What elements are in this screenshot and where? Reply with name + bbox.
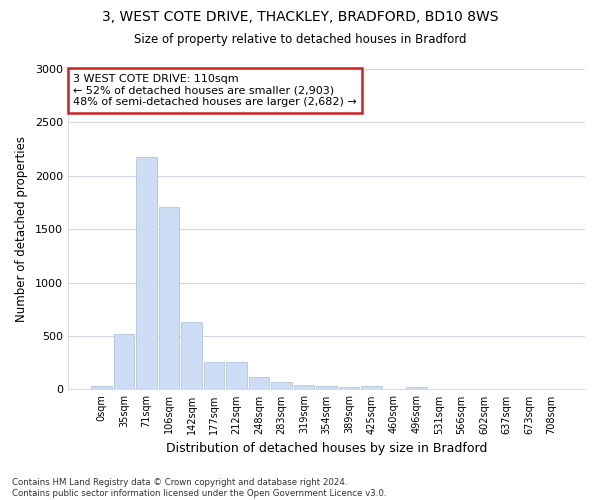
Bar xyxy=(339,387,359,390)
Bar xyxy=(181,322,202,390)
Y-axis label: Number of detached properties: Number of detached properties xyxy=(15,136,28,322)
Bar xyxy=(226,362,247,390)
Text: Size of property relative to detached houses in Bradford: Size of property relative to detached ho… xyxy=(134,32,466,46)
Bar xyxy=(136,157,157,390)
Text: 3, WEST COTE DRIVE, THACKLEY, BRADFORD, BD10 8WS: 3, WEST COTE DRIVE, THACKLEY, BRADFORD, … xyxy=(102,10,498,24)
Bar xyxy=(114,334,134,390)
Bar xyxy=(406,387,427,390)
Bar xyxy=(294,385,314,390)
Bar xyxy=(159,207,179,390)
Bar xyxy=(316,386,337,390)
X-axis label: Distribution of detached houses by size in Bradford: Distribution of detached houses by size … xyxy=(166,442,487,455)
Bar xyxy=(384,389,404,390)
Bar xyxy=(271,382,292,390)
Bar xyxy=(249,376,269,390)
Bar xyxy=(204,362,224,390)
Bar xyxy=(361,386,382,390)
Bar xyxy=(91,386,112,390)
Text: Contains HM Land Registry data © Crown copyright and database right 2024.
Contai: Contains HM Land Registry data © Crown c… xyxy=(12,478,386,498)
Text: 3 WEST COTE DRIVE: 110sqm
← 52% of detached houses are smaller (2,903)
48% of se: 3 WEST COTE DRIVE: 110sqm ← 52% of detac… xyxy=(73,74,357,107)
